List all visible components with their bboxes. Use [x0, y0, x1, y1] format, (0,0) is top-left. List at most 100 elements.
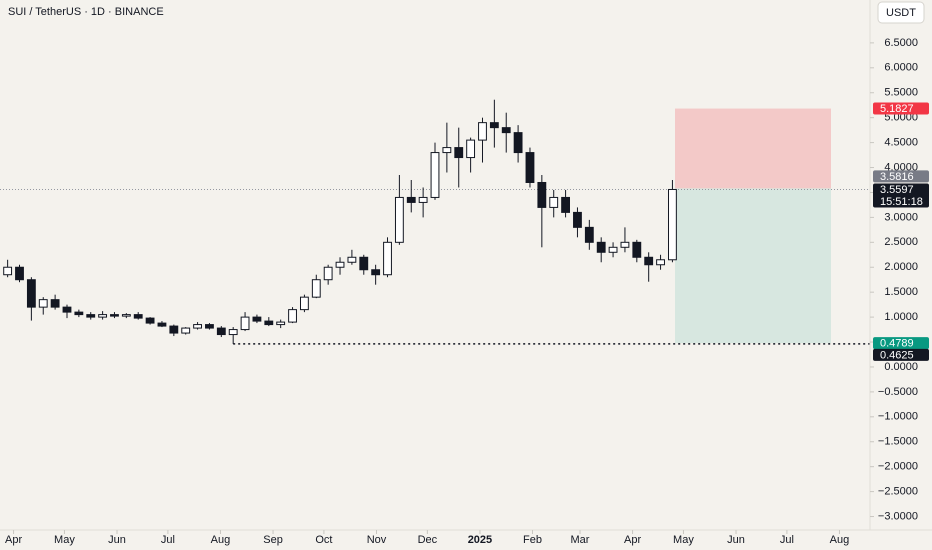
x-tick-label: Feb: [523, 534, 542, 546]
candle-body: [276, 321, 286, 326]
x-tick-label: Jun: [727, 534, 745, 546]
plot-area: [0, 99, 870, 345]
candle-body: [228, 329, 238, 336]
candle-body: [478, 122, 487, 141]
candle-body: [50, 299, 60, 308]
candle-body: [644, 256, 654, 266]
candle-body: [430, 152, 440, 198]
candle-body: [74, 311, 84, 316]
candle-body: [169, 325, 179, 334]
x-tick-label: Jul: [780, 534, 794, 546]
candle-body: [620, 241, 630, 248]
candle-body: [311, 279, 321, 298]
candle-body: [359, 256, 369, 271]
y-tick-label: 0.0000: [884, 361, 918, 373]
candle-body: [264, 320, 274, 326]
candle-body: [3, 266, 13, 276]
target-label: 5.1827: [880, 103, 914, 115]
x-tick-label: Dec: [418, 534, 438, 546]
y-tick-label: −1.5000: [878, 436, 918, 448]
chart-title: SUI / TetherUS · 1D · BINANCE: [8, 6, 164, 18]
candle-body: [86, 314, 96, 318]
candle-body: [573, 211, 582, 228]
y-tick-label: 2.0000: [884, 261, 918, 273]
y-tick-label: 4.5000: [884, 137, 918, 149]
candle-body: [335, 261, 345, 268]
candle-body: [181, 327, 191, 334]
y-tick-label: 6.0000: [884, 62, 918, 74]
y-tick-label: 2.5000: [884, 236, 918, 248]
candle-body: [15, 266, 24, 281]
x-tick-label: Oct: [315, 534, 332, 546]
candle-body: [216, 327, 226, 336]
candle-body: [406, 196, 416, 203]
target-zone: [675, 108, 831, 189]
y-tick-label: −2.5000: [878, 486, 918, 498]
candle-body: [383, 241, 392, 276]
stop-zone: [675, 188, 831, 344]
candle-body: [513, 132, 523, 154]
candle-body: [193, 324, 202, 329]
candle-body: [98, 314, 108, 318]
x-tick-label: May: [54, 534, 75, 546]
y-tick-label: −0.5000: [878, 386, 918, 398]
candle-body: [668, 188, 677, 261]
candle-body: [62, 306, 72, 313]
candle-body: [584, 226, 594, 243]
entry-label-box: [873, 170, 929, 183]
candle-body: [608, 246, 618, 253]
candle-body: [347, 256, 357, 263]
y-tick-label: 3.0000: [884, 211, 918, 223]
x-tick-label: Apr: [5, 534, 22, 546]
y-tick-label: −1.0000: [878, 411, 918, 423]
x-tick-label: Jun: [108, 534, 126, 546]
x-tick-label: Aug: [211, 534, 231, 546]
candle-body: [501, 127, 511, 134]
candle-body: [549, 196, 559, 208]
candle-body: [38, 299, 48, 308]
candle-body: [121, 314, 131, 317]
candle-body: [632, 241, 642, 258]
candle-body: [418, 196, 428, 203]
candle-body: [442, 147, 452, 154]
last-price-label: 3.5597: [880, 184, 914, 196]
x-tick-label: Sep: [263, 534, 283, 546]
currency[interactable]: USDT: [886, 7, 916, 19]
low-label-box: [873, 348, 929, 361]
last-price-label-box: [873, 183, 929, 208]
y-tick-label: 1.0000: [884, 311, 918, 323]
entry-label: 3.5816: [880, 171, 914, 183]
x-tick-label: Mar: [571, 534, 590, 546]
candle-body: [454, 147, 464, 159]
x-tick-label: May: [673, 534, 694, 546]
candle-body: [26, 279, 36, 308]
candle-body: [489, 122, 499, 129]
target-label-box: [873, 102, 929, 115]
x-tick-label: Apr: [624, 534, 641, 546]
y-tick-label: 6.5000: [884, 37, 918, 49]
candle-body: [110, 314, 119, 317]
x-tick-label: 2025: [468, 534, 492, 546]
candle-body: [656, 259, 665, 266]
low-label: 0.4625: [880, 349, 914, 361]
candle-body: [205, 324, 214, 329]
candle-body: [394, 196, 404, 243]
candle-body: [240, 316, 250, 331]
y-tick-label: 1.5000: [884, 286, 918, 298]
x-tick-label: Jul: [161, 534, 175, 546]
stop-label: 0.4789: [880, 337, 914, 349]
y-tick-label: −2.0000: [878, 461, 918, 473]
currency-box[interactable]: [877, 1, 925, 24]
x-tick-label: Nov: [367, 534, 387, 546]
candle-body: [288, 309, 297, 323]
y-tick-label: −3.0000: [878, 510, 918, 522]
stop-label-box: [873, 337, 929, 350]
candle-body: [596, 241, 606, 253]
candle-body: [252, 316, 262, 322]
candle-body: [371, 269, 381, 276]
x-tick-label: Aug: [830, 534, 850, 546]
candle-body: [145, 317, 155, 324]
candle-body: [525, 152, 535, 183]
